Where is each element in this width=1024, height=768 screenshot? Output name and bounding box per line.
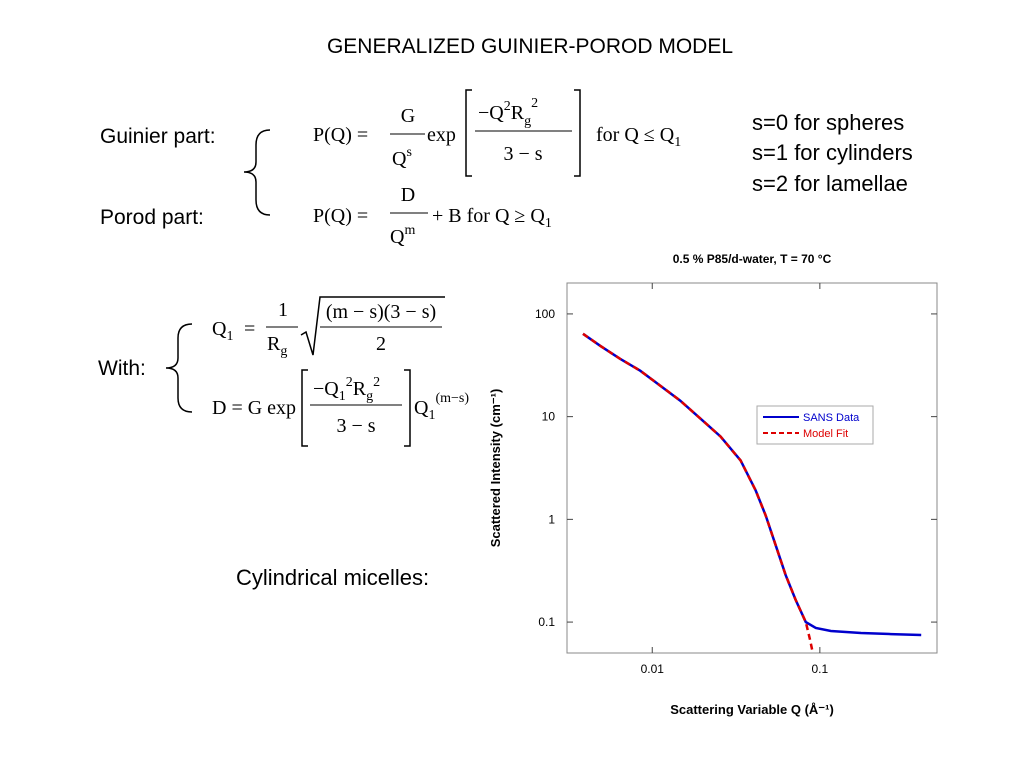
eq-part: Q	[392, 148, 407, 170]
x-axis-label: Scattering Variable Q (Å⁻¹)	[670, 702, 834, 717]
eq-part: + B for Q ≥ Q	[432, 205, 545, 227]
eq-part: −Q	[478, 102, 504, 124]
legend-box	[756, 405, 874, 445]
eq-part: 2	[504, 99, 511, 114]
label: Guinier part:	[100, 125, 216, 148]
eq-part: g	[280, 344, 287, 359]
brace	[243, 129, 271, 216]
x-tick-label: 0.01	[641, 662, 665, 676]
eq-text: Qm	[390, 223, 415, 248]
legend-label: Model Fit	[803, 428, 848, 440]
label: Cylindrical micelles:	[236, 565, 429, 590]
y-tick-label: 0.1	[538, 615, 555, 629]
eq-part: Q	[414, 397, 429, 419]
x-tick-label: 0.1	[812, 662, 829, 676]
bracket	[301, 369, 411, 447]
brace	[165, 323, 193, 413]
eq-text: Q1(m−s)	[414, 391, 469, 423]
bracket	[465, 89, 581, 177]
equation: Q1 = 1 Rg (m − s)(3 − s) 2	[212, 296, 445, 359]
eq-part: 2	[373, 375, 380, 390]
eq-part: g	[524, 114, 531, 129]
eq-part: Q	[390, 226, 405, 248]
eq-text: P(Q) =	[313, 124, 368, 146]
eq-text: 2	[376, 333, 386, 355]
eq-part: 1	[428, 408, 435, 423]
eq-part: Q	[212, 318, 227, 340]
eq-text: −Q12Rg2	[313, 375, 380, 404]
y-axis-label: Scattered Intensity (cm⁻¹)	[488, 389, 503, 548]
eq-part: 2	[531, 96, 538, 111]
root-sign	[300, 296, 445, 356]
eq-text: D = G exp	[212, 397, 296, 419]
equation: P(Q) = D Qm + B for Q ≥ Q1	[313, 184, 552, 248]
eq-part: (m−s)	[435, 391, 469, 406]
legend: SANS Data Model Fit	[756, 405, 874, 445]
eq-text: Q1	[212, 318, 233, 344]
data-line	[582, 332, 815, 654]
eq-text: −Q2Rg2	[478, 96, 538, 129]
eq-part: m	[404, 223, 415, 238]
eq-text: + B for Q ≥ Q1	[432, 205, 552, 231]
eq-text: 3 − s	[503, 143, 542, 165]
eq-part: g	[366, 389, 373, 404]
chart-title: 0.5 % P85/d-water, T = 70 °C	[673, 252, 832, 266]
y-tick-label: 10	[542, 410, 556, 424]
y-tick-label: 100	[535, 307, 555, 321]
eq-part: R	[267, 333, 281, 355]
eq-part: 2	[346, 375, 353, 390]
eq-part: s	[406, 145, 411, 160]
eq-text: P(Q) =	[313, 205, 368, 227]
eq-part: −Q	[313, 378, 339, 400]
eq-part: R	[353, 378, 367, 400]
label: Porod part:	[100, 206, 204, 229]
slide-title: GENERALIZED GUINIER-POROD MODEL	[327, 35, 733, 58]
eq-text: (m − s)(3 − s)	[326, 301, 436, 323]
eq-text: Rg	[267, 333, 287, 359]
note: s=2 for lamellae	[752, 171, 908, 196]
equation: P(Q) = G Qs exp −Q2Rg2 3 − s for Q ≤ Q1	[313, 89, 681, 177]
eq-text: exp	[427, 124, 456, 146]
eq-text: 3 − s	[336, 415, 375, 437]
eq-part: 1	[226, 329, 233, 344]
eq-text: D	[401, 184, 415, 206]
equation: D = G exp −Q12Rg2 3 − s Q1(m−s)	[212, 369, 469, 447]
eq-part: for Q ≤ Q	[596, 124, 675, 146]
eq-part: R	[511, 102, 525, 124]
eq-text: G	[401, 105, 415, 127]
eq-part: 1	[339, 389, 346, 404]
chart: 0.5 % P85/d-water, T = 70 °C Scattering V…	[488, 252, 938, 717]
note: s=0 for spheres	[752, 110, 904, 135]
eq-text: for Q ≤ Q1	[596, 124, 681, 150]
label: With:	[98, 357, 146, 380]
plot-area	[566, 282, 938, 654]
y-tick-label: 1	[548, 512, 555, 526]
note: s=1 for cylinders	[752, 140, 913, 165]
eq-text: Qs	[392, 145, 412, 170]
eq-part: 1	[545, 216, 552, 231]
eq-part: 1	[674, 135, 681, 150]
eq-text: =	[244, 318, 255, 340]
legend-label: SANS Data	[803, 412, 860, 424]
eq-text: 1	[278, 299, 288, 321]
